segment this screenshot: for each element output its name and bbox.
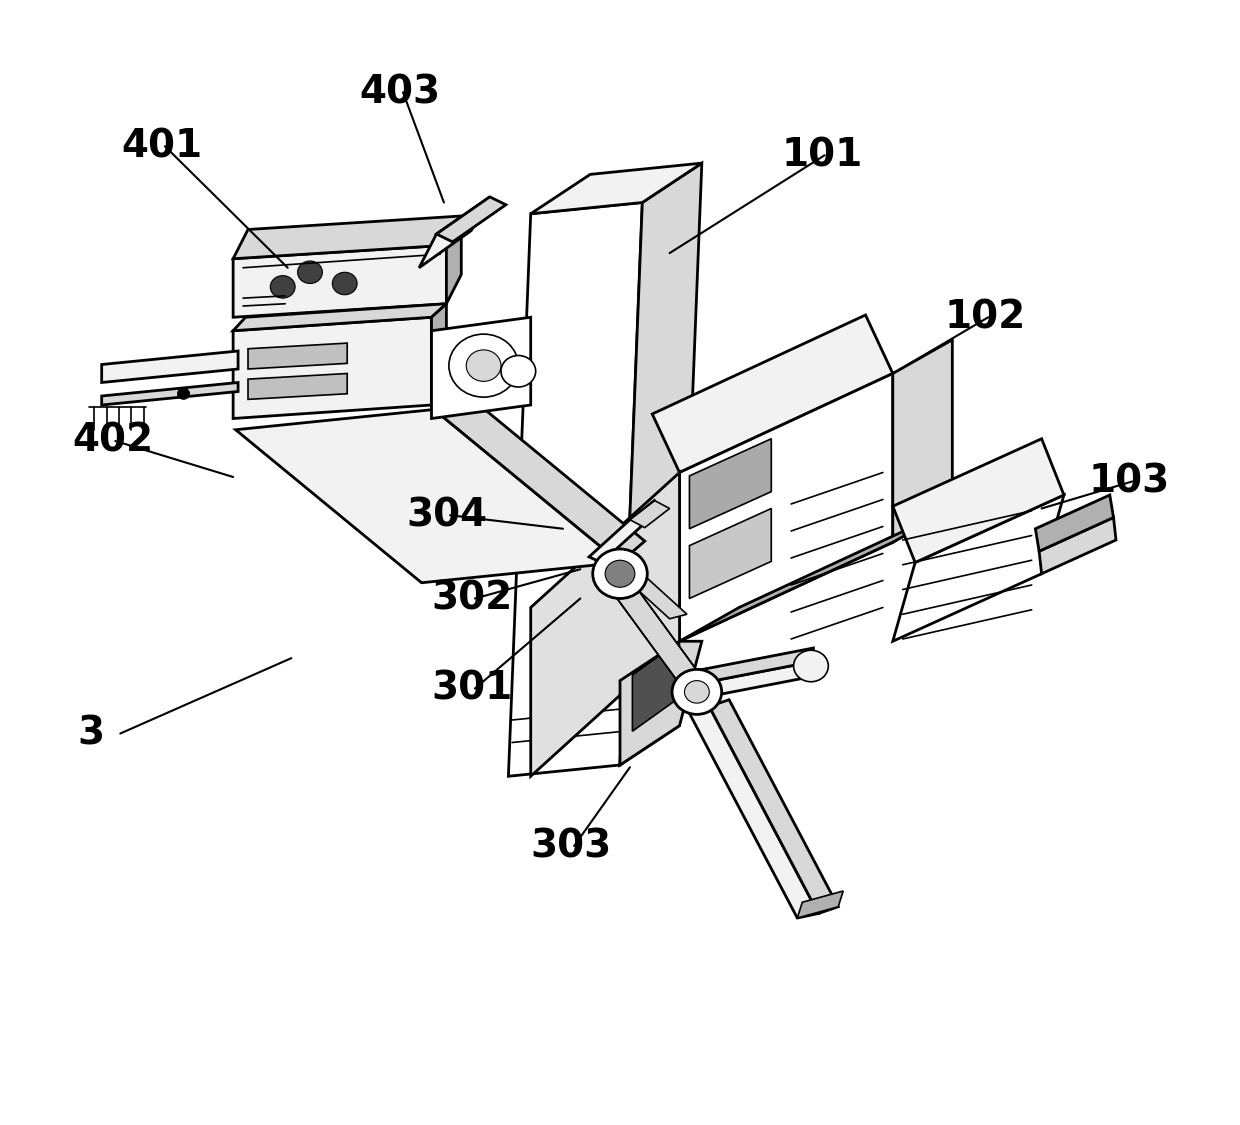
Circle shape bbox=[449, 334, 518, 397]
Circle shape bbox=[684, 681, 709, 703]
Polygon shape bbox=[688, 706, 818, 918]
Polygon shape bbox=[432, 304, 446, 405]
Text: 401: 401 bbox=[122, 127, 202, 165]
Circle shape bbox=[672, 669, 722, 714]
Polygon shape bbox=[233, 216, 461, 259]
Polygon shape bbox=[614, 591, 707, 687]
Polygon shape bbox=[531, 472, 680, 776]
Polygon shape bbox=[1039, 518, 1116, 574]
Polygon shape bbox=[692, 662, 813, 700]
Polygon shape bbox=[893, 495, 1064, 641]
Circle shape bbox=[466, 350, 501, 381]
Polygon shape bbox=[233, 317, 432, 418]
Polygon shape bbox=[436, 197, 506, 242]
Text: 304: 304 bbox=[407, 496, 487, 534]
Polygon shape bbox=[236, 410, 620, 583]
Polygon shape bbox=[893, 340, 952, 542]
Polygon shape bbox=[102, 382, 238, 405]
Polygon shape bbox=[432, 317, 531, 418]
Polygon shape bbox=[531, 163, 702, 214]
Polygon shape bbox=[697, 648, 813, 684]
Polygon shape bbox=[632, 641, 680, 731]
Circle shape bbox=[332, 272, 357, 295]
Polygon shape bbox=[797, 891, 843, 918]
Polygon shape bbox=[689, 508, 771, 598]
Circle shape bbox=[501, 356, 536, 387]
Text: 102: 102 bbox=[945, 298, 1027, 336]
Polygon shape bbox=[620, 163, 702, 765]
Polygon shape bbox=[1035, 495, 1114, 551]
Text: 103: 103 bbox=[1089, 462, 1171, 501]
Polygon shape bbox=[680, 374, 893, 641]
Polygon shape bbox=[589, 518, 645, 562]
Polygon shape bbox=[508, 202, 642, 776]
Polygon shape bbox=[620, 641, 702, 765]
Text: 403: 403 bbox=[360, 73, 440, 111]
Polygon shape bbox=[680, 508, 952, 641]
Text: 3: 3 bbox=[77, 714, 104, 753]
Polygon shape bbox=[630, 501, 670, 528]
Polygon shape bbox=[248, 343, 347, 369]
Polygon shape bbox=[102, 351, 238, 382]
Polygon shape bbox=[893, 439, 1064, 562]
Polygon shape bbox=[446, 216, 461, 304]
Text: 303: 303 bbox=[531, 827, 613, 865]
Circle shape bbox=[605, 560, 635, 587]
Polygon shape bbox=[233, 304, 446, 331]
Circle shape bbox=[593, 549, 647, 598]
Circle shape bbox=[794, 650, 828, 682]
Polygon shape bbox=[620, 569, 687, 619]
Text: 301: 301 bbox=[432, 669, 513, 708]
Polygon shape bbox=[689, 439, 771, 529]
Text: 302: 302 bbox=[432, 579, 513, 618]
Circle shape bbox=[270, 276, 295, 298]
Polygon shape bbox=[248, 374, 347, 399]
Polygon shape bbox=[233, 245, 446, 317]
Polygon shape bbox=[709, 700, 838, 914]
Circle shape bbox=[177, 388, 190, 399]
Text: 402: 402 bbox=[72, 422, 153, 460]
Polygon shape bbox=[434, 388, 645, 562]
Polygon shape bbox=[419, 197, 490, 268]
Circle shape bbox=[298, 261, 322, 284]
Polygon shape bbox=[652, 315, 893, 472]
Text: 101: 101 bbox=[781, 136, 863, 174]
